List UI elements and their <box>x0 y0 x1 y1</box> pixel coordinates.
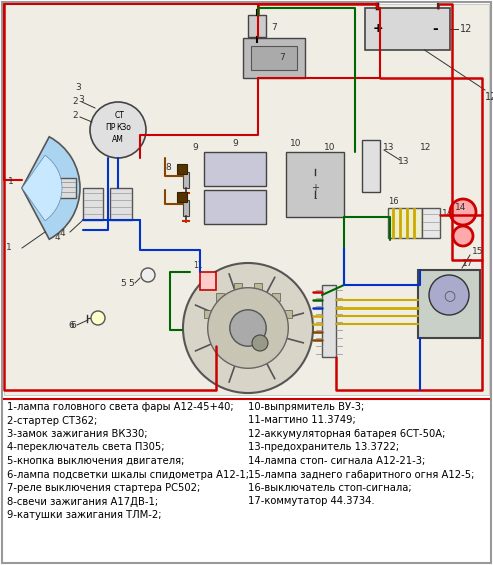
Text: 2: 2 <box>72 98 77 106</box>
Bar <box>200 272 216 290</box>
Text: 8: 8 <box>165 163 171 172</box>
Text: 1-лампа головного света фары А12-45+40;: 1-лампа головного света фары А12-45+40; <box>7 402 234 412</box>
Text: АМ: АМ <box>112 136 124 145</box>
Circle shape <box>91 311 105 325</box>
Text: 14-лампа стоп- сигнала А12-21-3;: 14-лампа стоп- сигнала А12-21-3; <box>248 456 425 466</box>
Circle shape <box>141 268 155 282</box>
Circle shape <box>230 310 266 346</box>
Circle shape <box>183 263 313 393</box>
Text: 12: 12 <box>460 24 472 34</box>
Text: 7: 7 <box>271 23 277 32</box>
Text: ПР: ПР <box>105 123 115 132</box>
Circle shape <box>90 102 146 158</box>
Text: 3: 3 <box>75 84 81 93</box>
Text: -: - <box>313 193 317 203</box>
Text: 13: 13 <box>398 158 410 167</box>
Text: 4: 4 <box>60 229 66 238</box>
Text: 4: 4 <box>55 233 61 242</box>
Text: 11-магтино 11.3749;: 11-магтино 11.3749; <box>248 415 356 425</box>
Bar <box>251 46 297 70</box>
Text: 14: 14 <box>455 203 466 212</box>
Text: 9-катушки зажигания ТЛМ-2;: 9-катушки зажигания ТЛМ-2; <box>7 510 162 520</box>
Bar <box>283 310 292 318</box>
Text: 6: 6 <box>68 321 74 331</box>
Text: +: + <box>311 183 319 193</box>
Bar <box>365 8 450 50</box>
Text: 4-переключатель света П305;: 4-переключатель света П305; <box>7 442 165 453</box>
Text: 17-коммутатор 44.3734.: 17-коммутатор 44.3734. <box>248 497 375 506</box>
Circle shape <box>252 335 268 351</box>
Text: 7-реле выключения стартера РС502;: 7-реле выключения стартера РС502; <box>7 483 200 493</box>
Text: 10-выпрямитель ВУ-3;: 10-выпрямитель ВУ-3; <box>248 402 364 412</box>
Bar <box>248 15 266 37</box>
Circle shape <box>453 226 473 246</box>
Text: 9: 9 <box>232 139 238 148</box>
Text: 8-свечи зажигания А17ДВ-1;: 8-свечи зажигания А17ДВ-1; <box>7 497 158 507</box>
Bar <box>56 178 76 198</box>
Circle shape <box>450 199 476 225</box>
Bar <box>110 188 132 220</box>
Text: 12: 12 <box>420 144 431 153</box>
Bar <box>243 38 305 78</box>
Bar <box>216 293 224 301</box>
Text: ○: ○ <box>443 288 455 302</box>
Text: 5-кнопка выключения двигателя;: 5-кнопка выключения двигателя; <box>7 456 184 466</box>
Bar <box>322 285 336 357</box>
Wedge shape <box>22 155 62 221</box>
Circle shape <box>208 288 288 368</box>
Text: 13: 13 <box>383 144 394 153</box>
Text: 2-стартер СТ362;: 2-стартер СТ362; <box>7 415 97 425</box>
Bar <box>177 164 187 174</box>
Text: 10: 10 <box>290 139 302 148</box>
Text: 12: 12 <box>485 92 493 102</box>
Text: 15-лампа заднего габаритного огня А12-5;: 15-лампа заднего габаритного огня А12-5; <box>248 470 474 480</box>
Bar <box>183 172 189 188</box>
Bar <box>183 200 189 216</box>
Text: 1: 1 <box>6 244 12 253</box>
Bar <box>177 192 187 202</box>
Text: 6-лампа подсветки шкалы спидометра А12-1;: 6-лампа подсветки шкалы спидометра А12-1… <box>7 470 249 480</box>
Text: 1: 1 <box>8 177 14 186</box>
Text: -: - <box>432 22 438 36</box>
Text: 5: 5 <box>128 280 134 289</box>
Text: 6: 6 <box>70 321 76 331</box>
Circle shape <box>429 275 469 315</box>
Bar <box>254 283 262 291</box>
Bar <box>4 4 489 395</box>
Text: 9: 9 <box>192 144 198 153</box>
Text: СТ: СТ <box>115 111 125 120</box>
Text: 5: 5 <box>120 280 126 289</box>
Bar <box>83 188 103 220</box>
Text: 17: 17 <box>462 259 473 268</box>
Text: 14: 14 <box>442 210 454 219</box>
Text: 16-выключатель стоп-сигнала;: 16-выключатель стоп-сигнала; <box>248 483 412 493</box>
Text: 16: 16 <box>388 197 399 206</box>
Text: 11: 11 <box>193 261 203 270</box>
Bar <box>272 293 281 301</box>
Bar <box>422 208 440 238</box>
Bar <box>234 283 242 291</box>
Text: 10: 10 <box>324 144 336 153</box>
Text: 13-предохранитель 13.3722;: 13-предохранитель 13.3722; <box>248 442 399 453</box>
Bar <box>204 152 266 186</box>
Text: 3-замок зажигания ВК330;: 3-замок зажигания ВК330; <box>7 429 147 439</box>
Text: 12-аккумуляторная батарея 6СТ-50А;: 12-аккумуляторная батарея 6СТ-50А; <box>248 429 445 439</box>
Text: 15: 15 <box>472 247 484 257</box>
Bar <box>388 208 422 238</box>
Bar <box>418 270 480 338</box>
Bar <box>286 152 344 217</box>
Bar <box>204 310 212 318</box>
Text: +: + <box>373 23 384 36</box>
Bar <box>204 190 266 224</box>
Text: 7: 7 <box>279 54 285 63</box>
Text: 2: 2 <box>72 111 77 120</box>
Wedge shape <box>22 137 80 239</box>
Bar <box>362 140 380 192</box>
Text: КЗо: КЗо <box>116 123 132 132</box>
Text: 3: 3 <box>78 95 84 105</box>
